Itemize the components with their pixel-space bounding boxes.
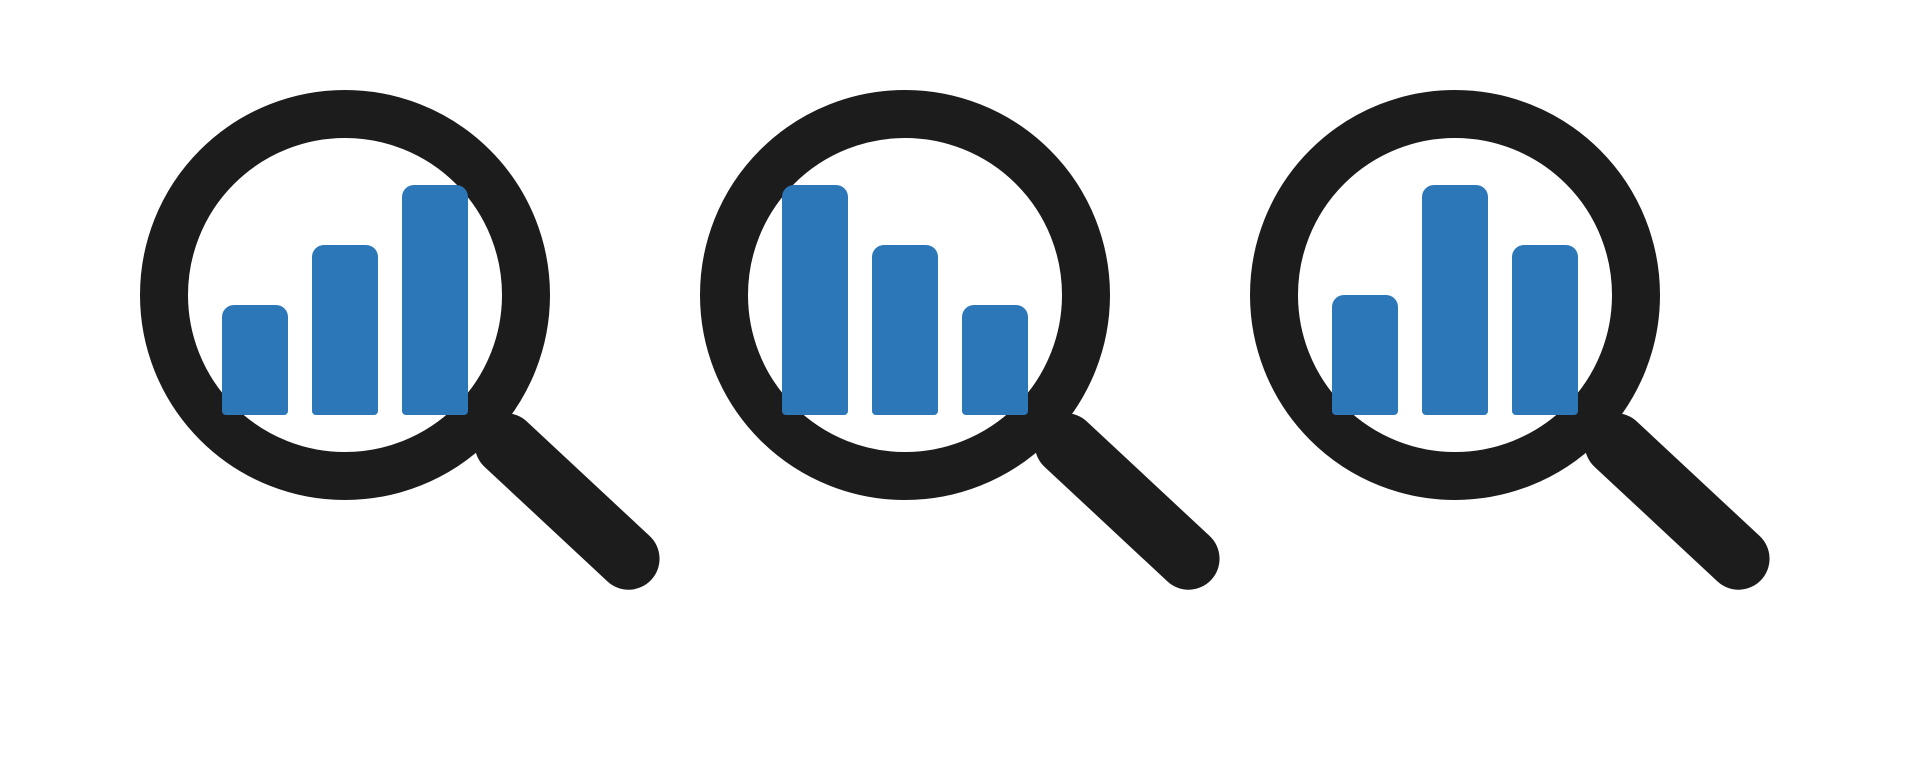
- bar-2: [872, 245, 938, 415]
- bar-chart: [1332, 185, 1578, 415]
- bar-2: [312, 245, 378, 415]
- bar-1: [1332, 295, 1398, 415]
- magnifier-bars-rising-icon: [140, 90, 700, 650]
- bar-chart: [222, 185, 468, 415]
- bar-2: [1422, 185, 1488, 415]
- magnifier-bars-peak-icon: [1250, 90, 1810, 650]
- bar-3: [962, 305, 1028, 415]
- bar-chart: [782, 185, 1028, 415]
- bar-1: [782, 185, 848, 415]
- icon-set-canvas: [0, 0, 1920, 768]
- bar-3: [1512, 245, 1578, 415]
- bar-1: [222, 305, 288, 415]
- magnifier-bars-falling-icon: [700, 90, 1260, 650]
- bar-3: [402, 185, 468, 415]
